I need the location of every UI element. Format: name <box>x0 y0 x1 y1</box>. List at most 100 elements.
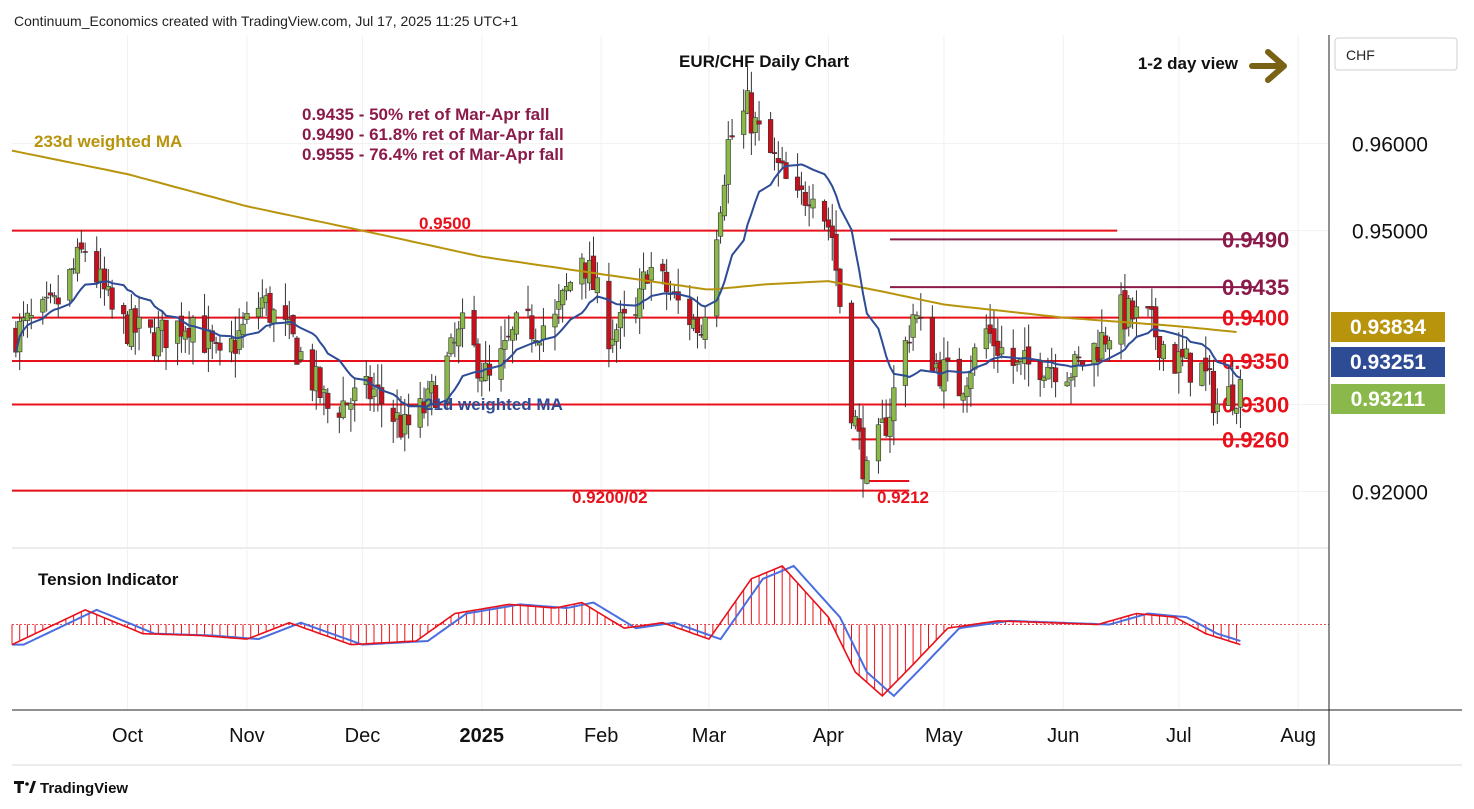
candle <box>837 267 843 314</box>
candle <box>810 184 816 219</box>
candle-body <box>51 295 57 298</box>
candle <box>67 268 73 307</box>
fib-label-764: 0.9555 - 76.4% ret of Mar-Apr fall <box>302 145 564 164</box>
candle-body <box>163 319 169 349</box>
candle-body <box>1079 360 1086 366</box>
candle <box>891 365 897 446</box>
currency-label: CHF <box>1346 47 1375 63</box>
candle <box>675 268 681 314</box>
candle-body <box>101 268 108 290</box>
candle-body <box>155 327 161 357</box>
candle-body <box>190 317 196 343</box>
candle <box>82 242 88 263</box>
candle <box>1160 340 1167 371</box>
candle-body <box>968 372 974 389</box>
candle <box>1207 355 1213 385</box>
currency-selector[interactable] <box>1334 37 1458 71</box>
candle-body <box>956 358 962 397</box>
candle-body <box>756 120 762 125</box>
candle-body <box>1103 335 1109 345</box>
candle-body <box>929 317 935 372</box>
candle-body <box>779 160 785 164</box>
candle <box>178 302 185 353</box>
candle <box>648 252 654 301</box>
candle-body <box>1014 361 1020 365</box>
candle <box>887 398 893 453</box>
candle <box>1026 324 1032 387</box>
candle-body <box>717 212 724 237</box>
candle-body <box>610 338 616 346</box>
candle-body <box>902 340 909 386</box>
wma233-line <box>11 149 1237 333</box>
candle-body <box>714 239 720 317</box>
candle <box>721 174 728 221</box>
candle <box>606 262 612 368</box>
candle-body <box>675 291 681 301</box>
ma-layer <box>11 149 1241 409</box>
candle-body <box>648 267 654 281</box>
candle-body <box>379 387 385 404</box>
candle <box>1052 353 1059 398</box>
tradingview-logo <box>14 781 36 793</box>
candle <box>267 286 273 329</box>
level-label: 0.9260 <box>1222 427 1289 452</box>
candle <box>121 302 127 334</box>
candle <box>768 111 774 154</box>
candle-body <box>28 315 34 319</box>
x-tick-label: Oct <box>112 725 144 747</box>
candle <box>236 308 242 355</box>
candle-body <box>121 305 127 315</box>
candle <box>864 456 870 485</box>
candle-body <box>47 292 54 296</box>
candle-body <box>891 387 897 422</box>
candle <box>321 385 327 416</box>
candle <box>448 333 454 357</box>
candle-body <box>594 277 600 294</box>
candle-body <box>1153 306 1159 338</box>
candle <box>860 405 866 498</box>
candle-body <box>856 418 862 432</box>
candle <box>109 279 115 319</box>
candle <box>714 229 720 328</box>
candle-body <box>244 312 250 320</box>
candle-body <box>510 329 516 341</box>
candle-body <box>1037 361 1043 380</box>
candle-body <box>1203 357 1209 372</box>
candle-body <box>540 325 547 340</box>
candle-body <box>502 340 508 350</box>
candle-body <box>55 297 61 305</box>
candle <box>1233 407 1240 425</box>
candle <box>833 210 839 287</box>
candle-body <box>783 162 789 179</box>
candle <box>1133 290 1140 338</box>
candle-body <box>702 317 708 340</box>
candle-body <box>983 328 989 350</box>
candle-body <box>471 310 477 346</box>
candle-body <box>82 251 88 253</box>
candle-body <box>1160 344 1167 360</box>
candle <box>1237 369 1244 428</box>
candle-body <box>1187 352 1193 383</box>
candle <box>821 199 828 231</box>
candle <box>725 121 731 204</box>
level-label: 0.9400 <box>1222 306 1289 331</box>
candle <box>529 304 535 353</box>
candle <box>687 285 693 341</box>
candle <box>513 310 520 341</box>
price-badge-label: 0.93211 <box>1351 388 1426 411</box>
candle <box>552 299 558 351</box>
candle <box>163 319 169 370</box>
candle-body <box>848 302 855 424</box>
candle-body <box>721 184 728 217</box>
candle-body <box>271 309 277 324</box>
candle <box>748 71 754 156</box>
candle <box>617 300 624 349</box>
candle-body <box>325 392 331 409</box>
candle-body <box>44 296 50 299</box>
candle-body <box>1237 379 1244 408</box>
candle-body <box>255 307 262 318</box>
fib-label-50: 0.9435 - 50% ret of Mar-Apr fall <box>302 105 550 124</box>
candle <box>610 319 616 353</box>
candle-body <box>556 301 562 310</box>
